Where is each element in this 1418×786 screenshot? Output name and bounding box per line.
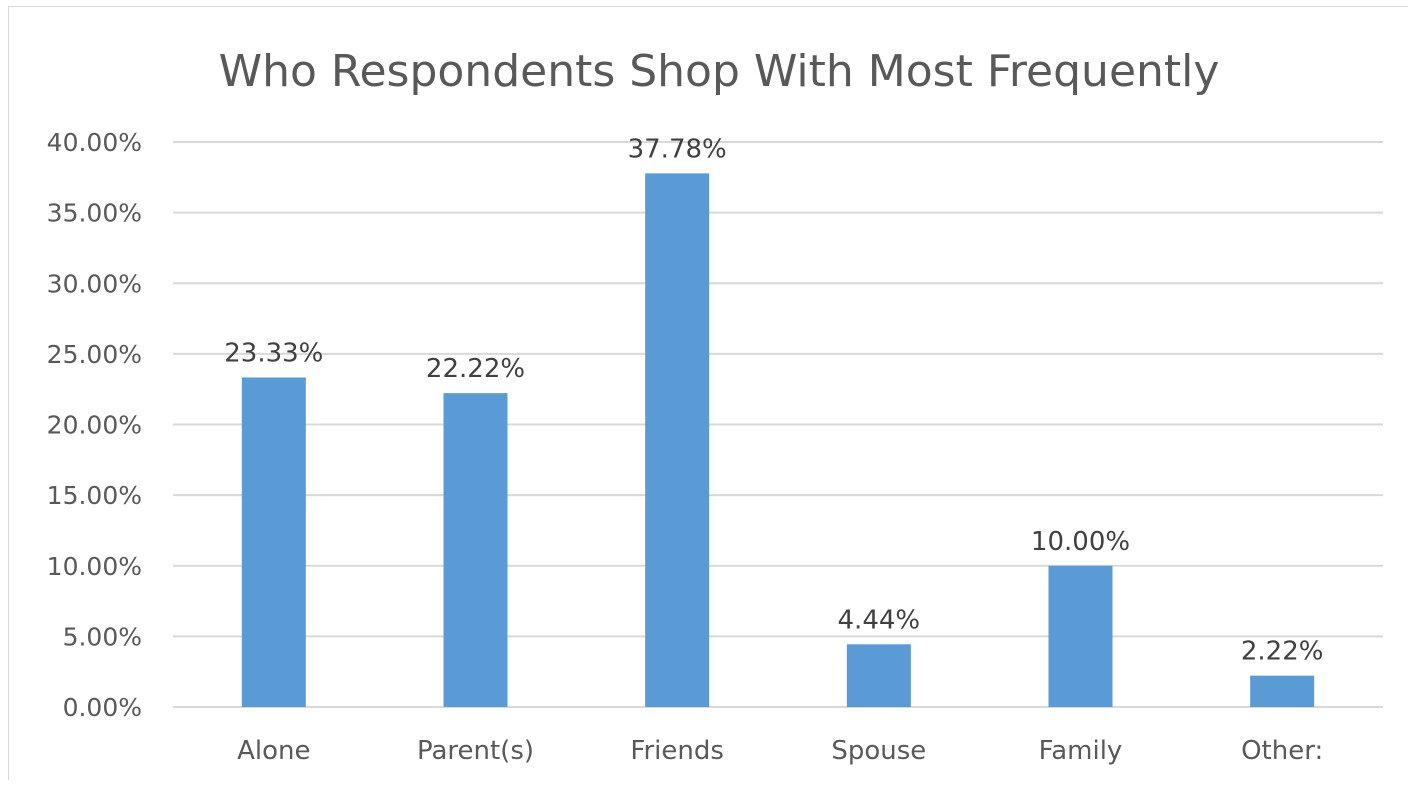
data-label: 4.44% [838, 605, 921, 635]
y-tick-label: 0.00% [63, 693, 142, 722]
y-tick-label: 5.00% [63, 622, 142, 651]
x-tick-label: Friends [630, 736, 724, 766]
bar [846, 644, 911, 707]
x-tick-label: Other: [1241, 736, 1323, 766]
data-label: 2.22% [1241, 637, 1324, 667]
x-tick-label: Alone [237, 736, 310, 766]
y-tick-label: 30.00% [47, 269, 142, 298]
data-label: 37.78% [628, 134, 727, 164]
chart-title: Who Respondents Shop With Most Frequentl… [219, 46, 1220, 97]
gridlines [173, 141, 1383, 708]
x-tick-label: Family [1039, 736, 1123, 766]
y-tick-label: 20.00% [47, 411, 142, 440]
y-tick-label: 10.00% [47, 552, 142, 581]
x-axis-categories: Alone Parent(s) Friends Spouse Family Other: [237, 736, 1323, 766]
data-label: 23.33% [224, 338, 323, 368]
x-tick-label: Spouse [831, 736, 926, 766]
data-label: 22.22% [426, 354, 525, 384]
y-axis-ticks: 0.00% 5.00% 10.00% 15.00% 20.00% 25.00% 30.00%… [47, 128, 142, 722]
data-labels: 23.33% 22.22% 37.78% 4.44% 10.00% 2.22% [224, 134, 1323, 666]
bar [1250, 675, 1315, 707]
bars [241, 173, 1315, 708]
y-tick-label: 40.00% [47, 128, 142, 157]
data-label: 10.00% [1031, 527, 1130, 557]
bar [645, 173, 710, 708]
y-tick-label: 25.00% [47, 340, 142, 369]
y-tick-label: 15.00% [47, 481, 142, 510]
x-tick-label: Parent(s) [417, 736, 534, 766]
bar [241, 377, 306, 707]
y-tick-label: 35.00% [47, 199, 142, 228]
bar [443, 393, 508, 707]
bar [1048, 565, 1113, 707]
